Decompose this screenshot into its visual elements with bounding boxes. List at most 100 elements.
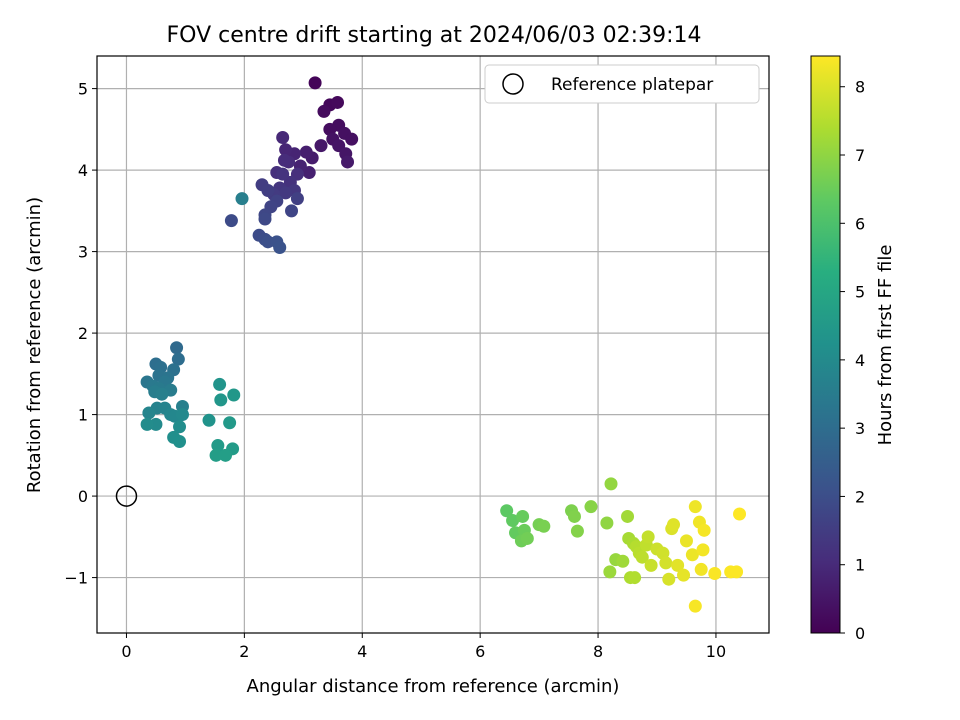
colorbar-tick-label: 7 bbox=[855, 146, 865, 165]
data-point bbox=[659, 556, 673, 570]
data-point bbox=[140, 417, 154, 431]
colorbar-tick-label: 2 bbox=[855, 487, 865, 506]
legend-label: Reference platepar bbox=[551, 75, 713, 95]
y-tick-label: −1 bbox=[64, 569, 88, 588]
reference-marker-layer bbox=[115, 485, 138, 507]
colorbar: 0 1 2 3 4 5 6 7 8 Hours from first FF file bbox=[810, 55, 896, 643]
chart-title: FOV centre drift starting at 2024/06/03 … bbox=[167, 23, 702, 48]
legend-reference-marker bbox=[502, 73, 524, 95]
data-point bbox=[209, 448, 223, 462]
data-point bbox=[628, 571, 642, 585]
data-point bbox=[520, 531, 534, 545]
data-point bbox=[500, 504, 514, 518]
colorbar-tick-label: 5 bbox=[855, 283, 865, 302]
data-point bbox=[171, 352, 185, 366]
data-point bbox=[170, 341, 184, 355]
y-axis-label: Rotation from reference (arcmin) bbox=[24, 197, 45, 493]
data-point bbox=[202, 413, 216, 427]
x-tick-label: 4 bbox=[357, 642, 367, 661]
data-point bbox=[671, 558, 685, 572]
data-point bbox=[279, 143, 293, 157]
data-point bbox=[708, 567, 722, 581]
x-tick-label: 2 bbox=[239, 642, 249, 661]
data-point bbox=[696, 543, 710, 557]
data-point bbox=[616, 554, 630, 568]
x-axis-label: Angular distance from reference (arcmin) bbox=[247, 676, 620, 697]
data-point bbox=[694, 562, 708, 576]
y-axis-ticks: −1 0 1 2 3 4 5 bbox=[64, 80, 97, 588]
data-point bbox=[276, 130, 290, 144]
legend-box bbox=[484, 64, 760, 104]
data-point bbox=[261, 183, 275, 197]
x-tick-label: 0 bbox=[121, 642, 131, 661]
data-point bbox=[211, 439, 225, 453]
data-point bbox=[317, 104, 331, 118]
data-point bbox=[604, 477, 618, 491]
reference-platepar-marker bbox=[115, 485, 138, 507]
data-point bbox=[516, 509, 530, 523]
data-point bbox=[279, 186, 293, 200]
data-point bbox=[688, 599, 702, 613]
data-point bbox=[506, 514, 520, 528]
data-point bbox=[341, 155, 355, 169]
colorbar-tick-label: 6 bbox=[855, 214, 865, 233]
colorbar-tick-label: 3 bbox=[855, 419, 865, 438]
colorbar-tick-label: 4 bbox=[855, 351, 865, 370]
y-tick-label: 1 bbox=[78, 406, 88, 425]
data-point bbox=[224, 214, 238, 228]
data-point bbox=[155, 387, 169, 401]
plot-frame bbox=[96, 55, 770, 634]
data-point bbox=[308, 76, 322, 90]
data-point bbox=[733, 507, 747, 521]
data-point bbox=[258, 212, 272, 226]
data-point bbox=[273, 241, 287, 255]
data-point bbox=[314, 139, 328, 153]
y-tick-label: 0 bbox=[78, 487, 88, 506]
y-tick-label: 5 bbox=[78, 80, 88, 99]
data-point bbox=[213, 377, 227, 391]
data-point bbox=[277, 153, 291, 167]
y-tick-label: 3 bbox=[78, 243, 88, 262]
data-point bbox=[635, 550, 649, 564]
x-tick-label: 6 bbox=[475, 642, 485, 661]
data-point bbox=[688, 500, 702, 514]
data-point bbox=[235, 192, 249, 206]
data-point bbox=[331, 95, 345, 109]
colorbar-tick-label: 0 bbox=[855, 624, 865, 643]
data-point bbox=[142, 406, 156, 420]
grid-lines bbox=[97, 56, 769, 633]
data-point bbox=[679, 534, 693, 548]
x-tick-label: 8 bbox=[593, 642, 603, 661]
data-point bbox=[662, 572, 676, 586]
y-tick-label: 4 bbox=[78, 161, 88, 180]
data-point bbox=[173, 420, 187, 434]
data-point bbox=[567, 509, 581, 523]
colorbar-label: Hours from first FF file bbox=[875, 245, 896, 446]
data-point bbox=[345, 132, 359, 146]
data-point bbox=[603, 565, 617, 579]
data-point bbox=[175, 408, 189, 422]
data-point bbox=[227, 388, 241, 402]
colorbar-tick-label: 8 bbox=[855, 78, 865, 97]
legend: Reference platepar bbox=[484, 64, 760, 104]
x-tick-label: 10 bbox=[706, 642, 726, 661]
data-point bbox=[323, 122, 337, 136]
data-point bbox=[697, 523, 711, 537]
data-points bbox=[140, 76, 747, 613]
colorbar-tick-label: 1 bbox=[855, 556, 865, 575]
y-tick-label: 2 bbox=[78, 324, 88, 343]
data-point bbox=[677, 568, 691, 582]
data-point bbox=[223, 416, 237, 430]
data-point bbox=[299, 145, 313, 159]
data-point bbox=[285, 204, 299, 218]
data-point bbox=[173, 434, 187, 448]
data-point bbox=[570, 524, 584, 538]
data-point bbox=[656, 546, 670, 560]
data-point bbox=[584, 500, 598, 514]
data-point bbox=[600, 516, 614, 530]
data-point bbox=[621, 509, 635, 523]
data-point bbox=[667, 518, 681, 532]
data-point bbox=[276, 167, 290, 181]
data-point bbox=[641, 530, 655, 544]
